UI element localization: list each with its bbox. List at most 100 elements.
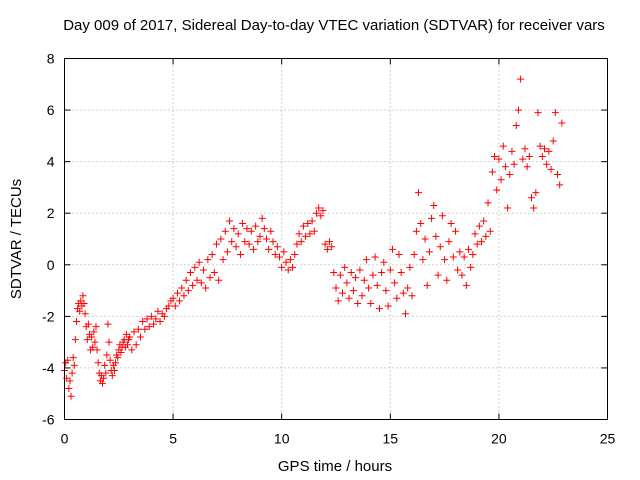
data-point: [193, 276, 201, 284]
data-point: [103, 351, 111, 359]
data-point: [362, 256, 370, 264]
data-point: [514, 106, 522, 114]
y-axis-label: SDTVAR / TECUs: [8, 179, 25, 299]
data-point: [208, 250, 216, 258]
data-point: [114, 354, 122, 362]
data-point: [534, 109, 542, 117]
x-tick-labels: 0 5 10 15 20 25: [61, 431, 616, 447]
data-point: [241, 238, 249, 246]
data-point: [258, 214, 266, 222]
y-tick-label: -2: [42, 308, 55, 324]
data-point: [228, 238, 236, 246]
data-point: [402, 310, 410, 318]
data-point: [156, 318, 164, 326]
data-point: [106, 356, 114, 364]
data-point: [397, 269, 405, 277]
data-point: [169, 294, 177, 302]
y-tick-label: 2: [47, 205, 55, 221]
data-point: [134, 325, 142, 333]
data-point: [123, 341, 131, 349]
data-point: [76, 307, 84, 315]
data-point: [543, 160, 551, 168]
data-point: [102, 369, 110, 377]
data-point: [510, 160, 518, 168]
data-point: [358, 292, 366, 300]
data-point: [541, 145, 549, 153]
data-point: [91, 338, 99, 346]
data-point: [334, 297, 342, 305]
data-point: [297, 238, 305, 246]
data-point: [456, 248, 464, 256]
data-point: [484, 199, 492, 207]
x-tick-label: 0: [61, 431, 69, 447]
data-point: [371, 253, 379, 261]
data-point: [90, 328, 98, 336]
data-point: [93, 346, 101, 354]
data-point: [504, 204, 512, 212]
data-point: [72, 318, 80, 326]
y-tick-label: 0: [47, 257, 55, 273]
data-point: [64, 356, 72, 364]
data-point: [384, 302, 392, 310]
data-point: [234, 230, 242, 238]
data-point: [92, 323, 100, 331]
data-point: [373, 281, 381, 289]
data-point: [245, 240, 253, 248]
data-point: [328, 243, 336, 251]
data-point: [280, 248, 288, 256]
data-point: [319, 207, 327, 215]
y-tick-label: -4: [42, 360, 55, 376]
data-point: [189, 281, 197, 289]
data-point: [317, 212, 325, 220]
data-point: [336, 271, 344, 279]
data-point: [512, 122, 520, 130]
data-point: [332, 284, 340, 292]
data-point: [406, 263, 414, 271]
data-point: [345, 294, 353, 302]
data-point: [284, 266, 292, 274]
data-point: [551, 109, 559, 117]
data-point: [269, 238, 277, 246]
data-point: [132, 341, 140, 349]
data-point: [462, 281, 470, 289]
data-point: [110, 367, 118, 375]
data-point: [80, 299, 88, 307]
data-point: [239, 220, 247, 228]
data-point: [273, 243, 281, 251]
data-point: [458, 271, 466, 279]
data-point: [536, 142, 544, 150]
data-point: [165, 302, 173, 310]
data-point: [160, 312, 168, 320]
data-point: [554, 171, 562, 179]
data-point: [94, 359, 102, 367]
data-point: [549, 137, 557, 145]
data-point: [180, 292, 188, 300]
data-point: [84, 320, 92, 328]
data-point: [419, 256, 427, 264]
data-point: [195, 258, 203, 266]
x-tick-label: 20: [491, 431, 507, 447]
data-point: [99, 379, 107, 387]
data-point: [184, 287, 192, 295]
data-point: [226, 217, 234, 225]
x-axis-label: GPS time / hours: [278, 458, 392, 475]
data-point: [501, 163, 509, 171]
data-point: [323, 245, 331, 253]
data-point: [150, 320, 158, 328]
data-point: [252, 222, 260, 230]
data-point: [83, 336, 91, 344]
data-point: [105, 338, 113, 346]
data-point: [467, 263, 475, 271]
data-point: [306, 230, 314, 238]
data-point: [386, 266, 394, 274]
data-point: [171, 302, 179, 310]
data-point: [223, 248, 231, 256]
data-point: [360, 276, 368, 284]
data-point: [88, 333, 96, 341]
data-point: [200, 266, 208, 274]
data-point: [137, 333, 145, 341]
data-point: [525, 152, 533, 160]
data-point: [430, 201, 438, 209]
data-point: [428, 214, 436, 222]
